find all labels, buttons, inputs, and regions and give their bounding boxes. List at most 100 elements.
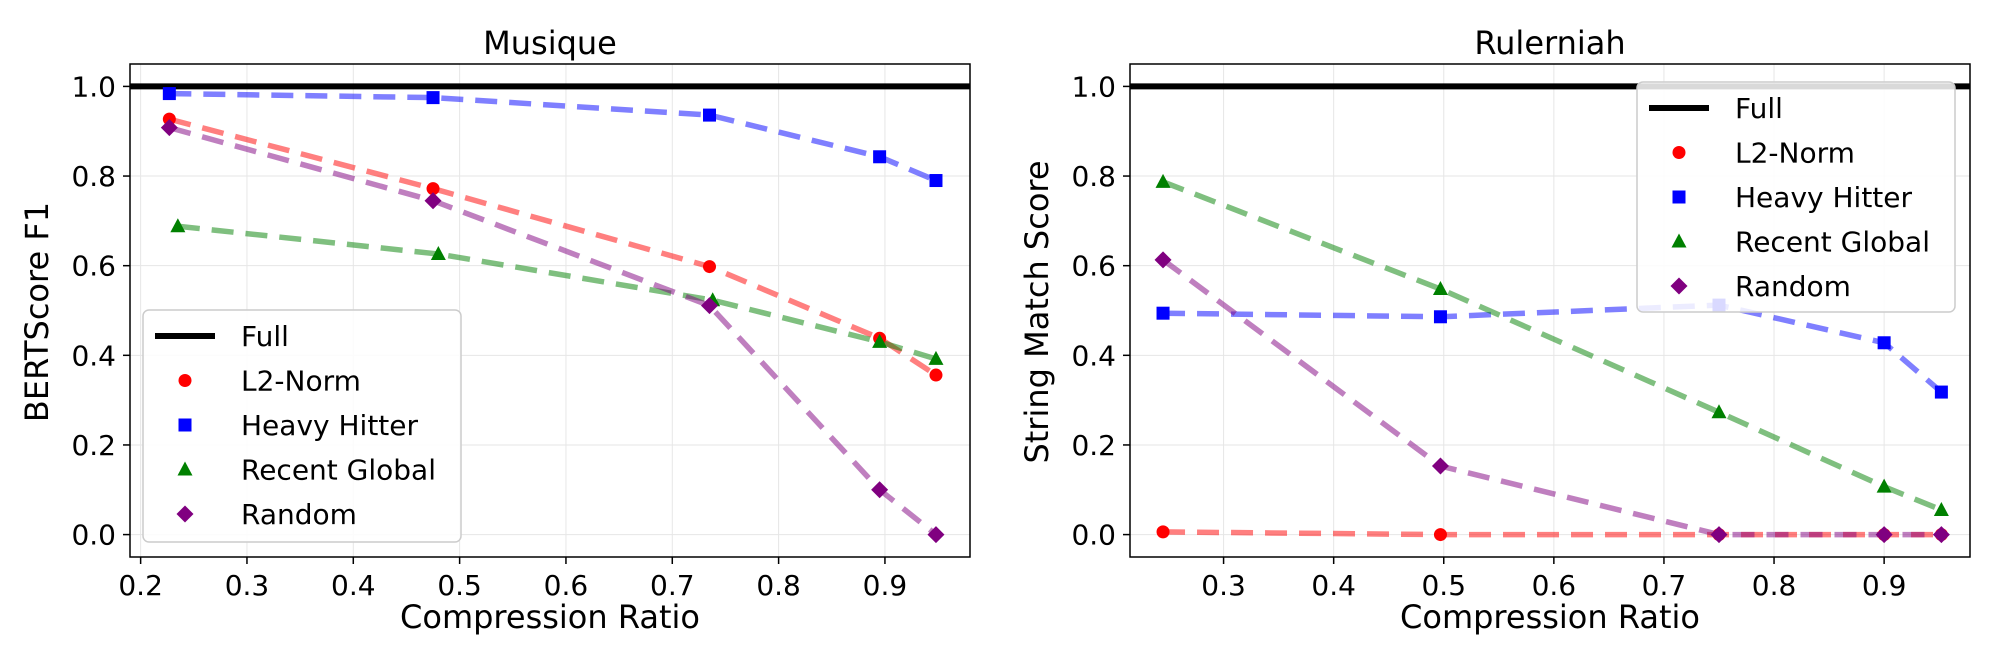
y-axis-label: BERTScore F1 (18, 202, 56, 422)
legend-label: Recent Global (241, 454, 436, 487)
data-point-random (927, 526, 945, 544)
data-point-heavy-hitter (1433, 310, 1447, 324)
chart-title: Musique (483, 24, 617, 62)
x-tick-label: 0.5 (1421, 569, 1466, 602)
y-tick-label: 0.0 (1071, 519, 1116, 552)
x-tick-label: 0.4 (331, 569, 376, 602)
data-point-heavy-hitter (929, 174, 943, 188)
x-tick-label: 0.2 (118, 569, 163, 602)
legend-label: Full (241, 320, 289, 353)
legend-label: Random (241, 498, 357, 531)
legend-label: Random (1735, 270, 1851, 303)
y-tick-label: 1.0 (71, 70, 116, 103)
series-line-l2-norm (1163, 529, 1942, 538)
y-tick-label: 0.8 (71, 160, 116, 193)
data-point-recent-global (1933, 501, 1949, 516)
data-point-heavy-hitter (1156, 306, 1170, 320)
y-tick-label: 1.0 (1071, 70, 1116, 103)
data-point-l2-norm (929, 368, 943, 382)
legend-label: Recent Global (1735, 226, 1930, 259)
data-point-recent-global (170, 218, 186, 233)
x-axis-label: Compression Ratio (400, 598, 700, 636)
x-tick-label: 0.3 (1201, 569, 1246, 602)
legend-marker-heavy-hitter (1672, 190, 1686, 204)
data-point-random (1431, 457, 1449, 475)
x-tick-label: 0.8 (1752, 569, 1797, 602)
series-line-recent-global (1162, 179, 1943, 513)
legend-box (1636, 81, 1956, 313)
y-tick-label: 0.8 (1071, 160, 1116, 193)
data-point-heavy-hitter (873, 150, 887, 164)
data-point-random (424, 192, 442, 210)
chart-panel-rulerniah: Rulerniah String Match Score Compression… (1018, 24, 1971, 636)
data-point-heavy-hitter (426, 91, 440, 105)
legend-marker-l2-norm (178, 374, 192, 387)
data-point-recent-global (1876, 478, 1892, 493)
legend-label: Heavy Hitter (241, 409, 418, 442)
data-point-recent-global (1155, 173, 1171, 188)
data-point-heavy-hitter (1877, 336, 1891, 350)
legend-box (142, 309, 462, 543)
x-tick-label: 0.7 (1642, 569, 1687, 602)
legend-marker-random (1670, 277, 1688, 295)
chart-title: Rulerniah (1474, 24, 1625, 62)
data-point-recent-global (1432, 280, 1448, 295)
x-tick-label: 0.9 (863, 569, 908, 602)
axes-frame (1129, 63, 1971, 558)
legend-marker-random (176, 505, 194, 523)
series-line-heavy-hitter (169, 90, 938, 184)
y-tick-label: 0.6 (71, 250, 116, 283)
data-point-l2-norm (1156, 525, 1170, 539)
data-point-recent-global (1711, 404, 1727, 419)
legend-marker-recent-global (1671, 233, 1687, 248)
x-axis-label: Compression Ratio (1400, 598, 1700, 636)
data-point-random (871, 481, 889, 499)
y-tick-label: 0.4 (71, 339, 116, 372)
x-tick-label: 0.3 (225, 569, 270, 602)
data-point-l2-norm (426, 182, 440, 196)
data-point-l2-norm (162, 112, 176, 126)
x-tick-label: 0.6 (1532, 569, 1577, 602)
data-point-l2-norm (702, 260, 716, 274)
data-point-recent-global (430, 246, 446, 261)
data-point-random (1154, 251, 1172, 269)
data-point-heavy-hitter (1934, 385, 1948, 399)
legend-marker-l2-norm (1672, 146, 1686, 159)
series-line-recent-global (177, 223, 937, 362)
data-point-random (1710, 526, 1728, 544)
legend-label: Heavy Hitter (1735, 181, 1912, 214)
legend-marker-heavy-hitter (178, 418, 192, 432)
data-point-recent-global (872, 333, 888, 348)
data-point-random (1932, 526, 1950, 544)
y-tick-label: 0.4 (1071, 339, 1116, 372)
data-point-heavy-hitter (162, 87, 176, 101)
data-point-random (700, 297, 718, 315)
data-point-random (160, 119, 178, 137)
data-point-recent-global (928, 350, 944, 365)
x-tick-label: 0.7 (650, 569, 695, 602)
x-tick-label: 0.9 (1862, 569, 1907, 602)
y-tick-label: 0.0 (71, 519, 116, 552)
y-tick-label: 0.6 (1071, 250, 1116, 283)
legend: Full L2-Norm Heavy Hitter Recent Global Rand… (142, 309, 462, 543)
legend-label: Full (1735, 92, 1783, 125)
series-line-random (168, 124, 938, 537)
legend: Full L2-Norm Heavy Hitter Recent Global Rand… (1636, 81, 1956, 313)
data-point-random (1875, 526, 1893, 544)
legend-label: L2-Norm (1735, 137, 1855, 170)
legend-label: L2-Norm (241, 365, 361, 398)
plot-area (130, 83, 970, 544)
data-point-heavy-hitter (702, 108, 716, 122)
y-tick-label: 0.2 (71, 429, 116, 462)
chart-panel-musique: Musique BERTScore F1 Compression Ratio 0… (18, 24, 971, 636)
y-axis-label: String Match Score (1018, 160, 1056, 463)
axes-frame (129, 63, 971, 558)
legend-marker-recent-global (177, 461, 193, 476)
x-tick-label: 0.6 (544, 569, 589, 602)
data-point-l2-norm (1433, 528, 1447, 542)
y-tick-label: 0.2 (1071, 429, 1116, 462)
x-tick-label: 0.4 (1311, 569, 1356, 602)
x-tick-label: 0.8 (756, 569, 801, 602)
x-tick-label: 0.5 (437, 569, 482, 602)
